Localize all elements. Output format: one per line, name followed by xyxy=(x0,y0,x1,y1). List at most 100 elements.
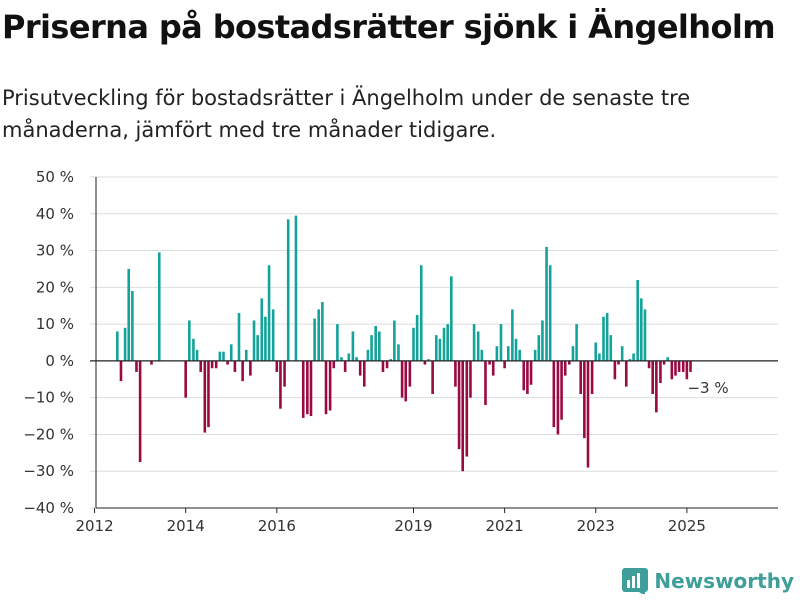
bar xyxy=(526,360,529,394)
bar xyxy=(397,344,400,361)
bar xyxy=(602,316,605,361)
bar xyxy=(157,252,161,361)
bar xyxy=(609,335,613,361)
bar xyxy=(431,360,434,394)
brand-name: Newsworthy xyxy=(654,569,794,593)
bar xyxy=(514,338,518,361)
bar xyxy=(632,353,635,361)
bar xyxy=(275,360,279,372)
bar xyxy=(241,360,244,382)
y-tick-label: 30 % xyxy=(36,242,74,260)
bar xyxy=(324,360,328,415)
bar xyxy=(340,357,343,361)
bar xyxy=(666,357,670,361)
bar xyxy=(454,360,457,387)
bar xyxy=(116,331,119,361)
bar xyxy=(404,360,408,402)
bar xyxy=(476,331,480,361)
bar xyxy=(214,360,218,369)
bar xyxy=(522,360,526,391)
bar xyxy=(366,349,370,361)
bar xyxy=(434,335,438,361)
bar xyxy=(571,346,575,361)
bar xyxy=(244,349,248,361)
bar xyxy=(518,349,521,361)
bar xyxy=(537,335,541,361)
bar xyxy=(442,327,446,361)
bar xyxy=(620,346,624,361)
bar xyxy=(495,346,499,361)
bar xyxy=(560,360,563,420)
bar xyxy=(207,360,210,428)
bar xyxy=(419,265,423,361)
bar xyxy=(343,360,347,372)
bar xyxy=(670,360,674,380)
bar xyxy=(511,309,514,361)
bar xyxy=(271,309,275,361)
bar xyxy=(480,349,484,361)
bar xyxy=(488,360,491,365)
axes xyxy=(90,177,778,509)
bar xyxy=(252,320,256,361)
bar xyxy=(624,360,628,387)
bar xyxy=(332,360,336,369)
bar xyxy=(119,360,123,382)
x-tick-label: 2012 xyxy=(75,517,113,535)
bar xyxy=(689,360,692,372)
annotations: −3 % xyxy=(687,379,728,397)
bar xyxy=(640,298,643,361)
bar xyxy=(450,276,453,361)
bar xyxy=(446,324,449,361)
bar xyxy=(267,265,271,361)
bar xyxy=(423,360,427,365)
bar xyxy=(195,349,199,361)
y-tick-label: 40 % xyxy=(36,205,74,223)
y-tick-label: −10 % xyxy=(23,389,74,407)
bar xyxy=(427,359,430,361)
bar xyxy=(659,360,662,383)
bar xyxy=(556,360,560,435)
bar xyxy=(548,265,552,361)
bar xyxy=(586,360,590,468)
bar xyxy=(283,360,286,387)
bar xyxy=(605,313,609,361)
newsworthy-logo-icon xyxy=(622,568,649,594)
bar xyxy=(294,215,298,361)
bar xyxy=(545,246,548,361)
bar xyxy=(461,360,465,472)
bar xyxy=(685,360,689,380)
bar xyxy=(378,331,381,361)
bar xyxy=(563,360,567,376)
bar xyxy=(579,360,583,394)
bar xyxy=(389,359,393,361)
bar xyxy=(256,335,259,361)
bar xyxy=(226,360,229,365)
bar xyxy=(188,320,191,361)
bar xyxy=(233,360,237,372)
x-tick-label: 2021 xyxy=(486,517,524,535)
y-tick-label: 0 % xyxy=(45,352,74,370)
bar xyxy=(491,360,495,376)
y-tick-label: 10 % xyxy=(36,315,74,333)
bar xyxy=(381,360,385,372)
bar xyxy=(135,360,138,372)
bar xyxy=(400,360,404,398)
bar xyxy=(131,291,134,361)
bar xyxy=(643,309,647,361)
x-axis-labels: 2012 2014 2016 2019 2021 2023 2025 xyxy=(75,508,706,535)
bar xyxy=(506,346,510,361)
bar xyxy=(583,360,586,439)
bar xyxy=(472,324,476,361)
bar xyxy=(457,360,461,450)
bar xyxy=(237,313,241,361)
bar xyxy=(647,360,651,369)
bar xyxy=(210,360,214,369)
bar xyxy=(598,353,601,361)
x-tick-label: 2019 xyxy=(394,517,432,535)
bar xyxy=(575,324,578,361)
bar xyxy=(192,338,195,361)
bar xyxy=(374,325,377,361)
bar xyxy=(484,360,487,406)
bar xyxy=(438,338,442,361)
bar xyxy=(662,360,666,365)
